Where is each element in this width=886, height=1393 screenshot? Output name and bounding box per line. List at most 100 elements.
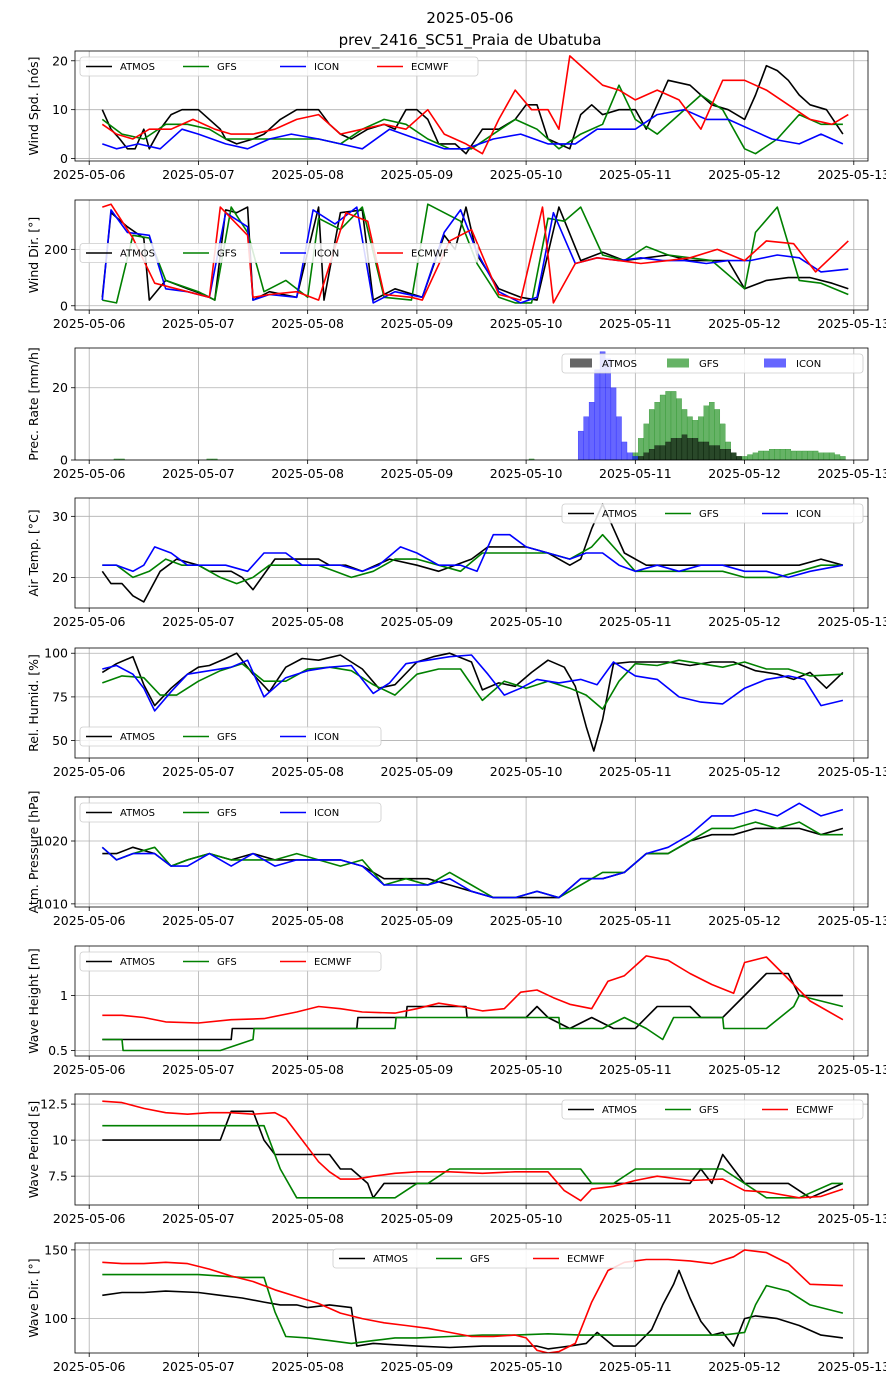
series-group	[101, 203, 849, 304]
x-tick-label: 2025-05-06	[53, 316, 126, 331]
precip-bar-atmos	[665, 441, 671, 460]
x-tick-label: 2025-05-08	[271, 1062, 344, 1077]
x-tick-label: 2025-05-10	[490, 913, 563, 928]
x-tick-label: 2025-05-13	[817, 466, 886, 481]
axes-frame	[74, 1093, 869, 1206]
precip-bar-gfs	[774, 449, 781, 460]
y-tick-label: 100	[44, 1311, 68, 1326]
x-tick-label: 2025-05-10	[490, 316, 563, 331]
x-tick-label: 2025-05-10	[490, 466, 563, 481]
series-line-ecmwf	[102, 1100, 844, 1202]
precip-bar-icon	[621, 441, 628, 460]
series-group	[101, 652, 844, 752]
panel-4: 2025-05-06 2025-05-07 2025-05-08 2025-05-09…	[26, 497, 886, 629]
y-tick-label: 10	[52, 102, 68, 117]
x-tick-label: 2025-05-07	[162, 1062, 235, 1077]
legend-label-icon: ICON	[796, 509, 821, 520]
series-line-icon	[102, 108, 844, 150]
precip-bar-gfs	[119, 458, 125, 460]
x-tick-label: 2025-05-10	[490, 1211, 563, 1226]
x-tick-label: 2025-05-12	[708, 1062, 781, 1077]
series-line-icon	[102, 533, 844, 579]
x-tick-label: 2025-05-13	[817, 614, 886, 629]
legend-box	[561, 503, 864, 524]
legend-label-gfs: GFS	[699, 1105, 719, 1116]
precip-bar-icon	[583, 416, 589, 460]
legend-box	[79, 726, 382, 747]
precip-bar-atmos	[709, 445, 715, 460]
precip-bar-atmos	[676, 438, 682, 460]
series-line-gfs	[102, 994, 844, 1052]
legend: ATMOS GFS ECMWF	[332, 1248, 635, 1269]
y-tick-label: 1020	[36, 834, 68, 849]
x-tick-label: 2025-05-13	[817, 1359, 886, 1374]
precip-bar-gfs	[113, 458, 120, 460]
precip-bar-icon	[610, 387, 617, 460]
x-tick-label: 2025-05-12	[708, 764, 781, 779]
axes-frame	[74, 50, 869, 162]
x-tick-label: 2025-05-09	[381, 167, 454, 182]
y-tick-label: 20	[52, 53, 68, 68]
legend-label-atmos: ATMOS	[602, 509, 637, 520]
panel-3: 2025-05-06 2025-05-07 2025-05-08 2025-05-09…	[26, 347, 886, 481]
x-tick-label: 2025-05-08	[271, 316, 344, 331]
legend-label-icon: ICON	[314, 808, 339, 819]
x-tick-label: 2025-05-13	[817, 1062, 886, 1077]
precip-bar-gfs	[801, 450, 808, 460]
legend: ATMOS GFS ICON	[79, 726, 382, 747]
legend-label-atmos: ATMOS	[120, 249, 155, 260]
axes-frame	[74, 1242, 869, 1354]
x-tick-label: 2025-05-07	[162, 466, 235, 481]
x-tick-label: 2025-05-06	[53, 1359, 126, 1374]
x-tick-label: 2025-05-08	[271, 1211, 344, 1226]
precip-bar-atmos	[719, 449, 726, 460]
precip-bar-icon	[599, 351, 606, 460]
precip-bar-atmos	[638, 456, 644, 460]
legend: ATMOS GFS ICON ECMWF	[79, 56, 479, 77]
series-line-gfs	[102, 1273, 844, 1345]
y-tick-label: 30	[52, 509, 68, 524]
axes-frame	[74, 199, 869, 311]
series-group	[113, 351, 846, 460]
series-line-ecmwf	[101, 55, 849, 155]
y-axis-label: Wave Dir. [°]	[26, 1258, 41, 1337]
x-tick-label: 2025-05-12	[708, 913, 781, 928]
legend-label-gfs: GFS	[699, 509, 719, 520]
precip-bar-atmos	[730, 452, 737, 460]
series-group	[101, 503, 844, 603]
panel-8: 2025-05-06 2025-05-07 2025-05-08 2025-05-09…	[26, 1093, 886, 1226]
legend-swatch-gfs	[667, 358, 689, 368]
series-line-ecmwf	[102, 955, 844, 1024]
legend-label-ecmwf: ECMWF	[411, 249, 449, 260]
precip-bar-icon	[627, 452, 633, 460]
axes-frame	[74, 796, 869, 908]
figure-title-station: prev_2416_SC51_Praia de Ubatuba	[339, 31, 602, 50]
y-tick-label: 50	[52, 733, 68, 748]
precip-bar-atmos	[692, 438, 699, 460]
y-axis-label: Air Temp. [°C]	[26, 509, 41, 596]
legend-box	[561, 1099, 864, 1120]
precip-bar-gfs	[780, 449, 786, 460]
x-tick-label: 2025-05-11	[599, 316, 672, 331]
precip-bar-atmos	[643, 452, 650, 460]
legend-box	[79, 802, 382, 823]
x-tick-label: 2025-05-06	[53, 1211, 126, 1226]
x-tick-label: 2025-05-11	[599, 614, 672, 629]
legend-label-gfs: GFS	[470, 1254, 490, 1265]
x-tick-label: 2025-05-08	[271, 1359, 344, 1374]
panel-6: 2025-05-06 2025-05-07 2025-05-08 2025-05-09…	[26, 790, 886, 928]
precip-bar-gfs	[840, 456, 846, 460]
legend: ATMOS GFS ICON	[561, 503, 864, 524]
precip-bar-gfs	[818, 452, 824, 460]
series-line-atmos	[101, 652, 844, 752]
precip-bar-gfs	[752, 452, 759, 460]
x-tick-label: 2025-05-06	[53, 466, 126, 481]
precip-bar-gfs	[790, 450, 797, 460]
precip-bar-icon	[588, 402, 595, 460]
legend-swatch-atmos	[570, 358, 592, 368]
y-tick-label: 1	[60, 988, 68, 1003]
legend-box	[79, 951, 382, 972]
x-tick-label: 2025-05-07	[162, 1359, 235, 1374]
precip-bar-gfs	[807, 450, 813, 460]
x-tick-label: 2025-05-13	[817, 913, 886, 928]
